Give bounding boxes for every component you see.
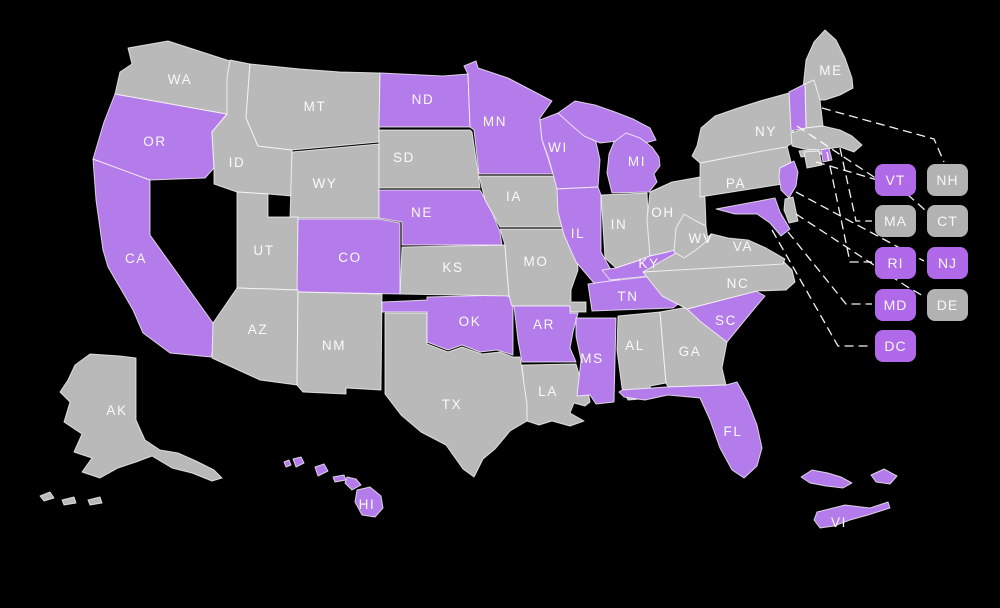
state-mt[interactable] — [245, 63, 381, 151]
state-ri[interactable] — [820, 147, 833, 163]
state-wa[interactable] — [114, 40, 234, 115]
inset-box-dc[interactable]: DC — [875, 330, 916, 362]
inset-box-ct[interactable]: CT — [927, 205, 968, 237]
state-wy[interactable] — [289, 143, 380, 219]
state-ms[interactable] — [575, 317, 617, 405]
inset-box-rect-nj[interactable] — [927, 247, 968, 279]
state-ma[interactable] — [790, 125, 863, 153]
connector-ri — [826, 151, 872, 263]
state-ak[interactable] — [39, 353, 223, 506]
state-az[interactable] — [211, 287, 299, 386]
state-al[interactable] — [616, 311, 667, 401]
inset-box-ri[interactable]: RI — [875, 247, 916, 279]
inset-box-ma[interactable]: MA — [875, 205, 916, 237]
inset-box-vt[interactable]: VT — [875, 164, 916, 196]
inset-box-rect-de[interactable] — [927, 289, 968, 321]
inset-box-rect-ct[interactable] — [927, 205, 968, 237]
state-hi[interactable] — [283, 456, 384, 518]
state-nd[interactable] — [378, 72, 471, 128]
state-ok[interactable] — [381, 294, 514, 356]
state-ca[interactable] — [92, 158, 217, 358]
connector-dc — [771, 229, 872, 347]
states-layer — [39, 29, 898, 529]
state-md[interactable] — [715, 197, 791, 237]
connector-vt — [796, 125, 878, 180]
state-nj[interactable] — [778, 160, 799, 199]
inset-box-md[interactable]: MD — [875, 289, 916, 321]
state-ct[interactable] — [803, 150, 823, 169]
connector-md — [787, 231, 872, 305]
inset-box-rect-md[interactable] — [875, 289, 916, 321]
state-nm[interactable] — [296, 291, 383, 395]
inset-box-nj[interactable]: NJ — [927, 247, 968, 279]
state-wv[interactable] — [673, 213, 709, 259]
state-in[interactable] — [600, 192, 651, 269]
connector-nh — [821, 107, 945, 163]
state-ar[interactable] — [513, 305, 579, 363]
state-ut[interactable] — [236, 191, 299, 291]
inset-box-nh[interactable]: NH — [927, 164, 968, 196]
state-sd[interactable] — [378, 129, 481, 189]
state-ks[interactable] — [399, 244, 510, 297]
inset-boxes-layer: VT NH MA CT RI NJ MD DE DC — [875, 164, 968, 362]
state-va[interactable] — [642, 233, 786, 273]
connector-ma — [839, 147, 872, 222]
inset-box-rect-vt[interactable] — [875, 164, 916, 196]
inset-box-rect-nh[interactable] — [927, 164, 968, 196]
state-co[interactable] — [296, 218, 401, 295]
connector-de — [795, 213, 926, 298]
state-de[interactable] — [783, 196, 799, 224]
inset-box-de[interactable]: DE — [927, 289, 968, 321]
state-nc[interactable] — [642, 260, 796, 310]
inset-box-rect-dc[interactable] — [875, 330, 916, 362]
state-vt[interactable] — [788, 83, 807, 132]
state-vi[interactable] — [800, 468, 898, 529]
state-mn[interactable] — [463, 60, 554, 175]
inset-box-rect-ma[interactable] — [875, 205, 916, 237]
state-me[interactable] — [802, 29, 854, 101]
state-fl[interactable] — [618, 381, 763, 479]
connector-nj — [795, 191, 925, 262]
inset-box-rect-ri[interactable] — [875, 247, 916, 279]
state-mi[interactable] — [557, 100, 661, 194]
